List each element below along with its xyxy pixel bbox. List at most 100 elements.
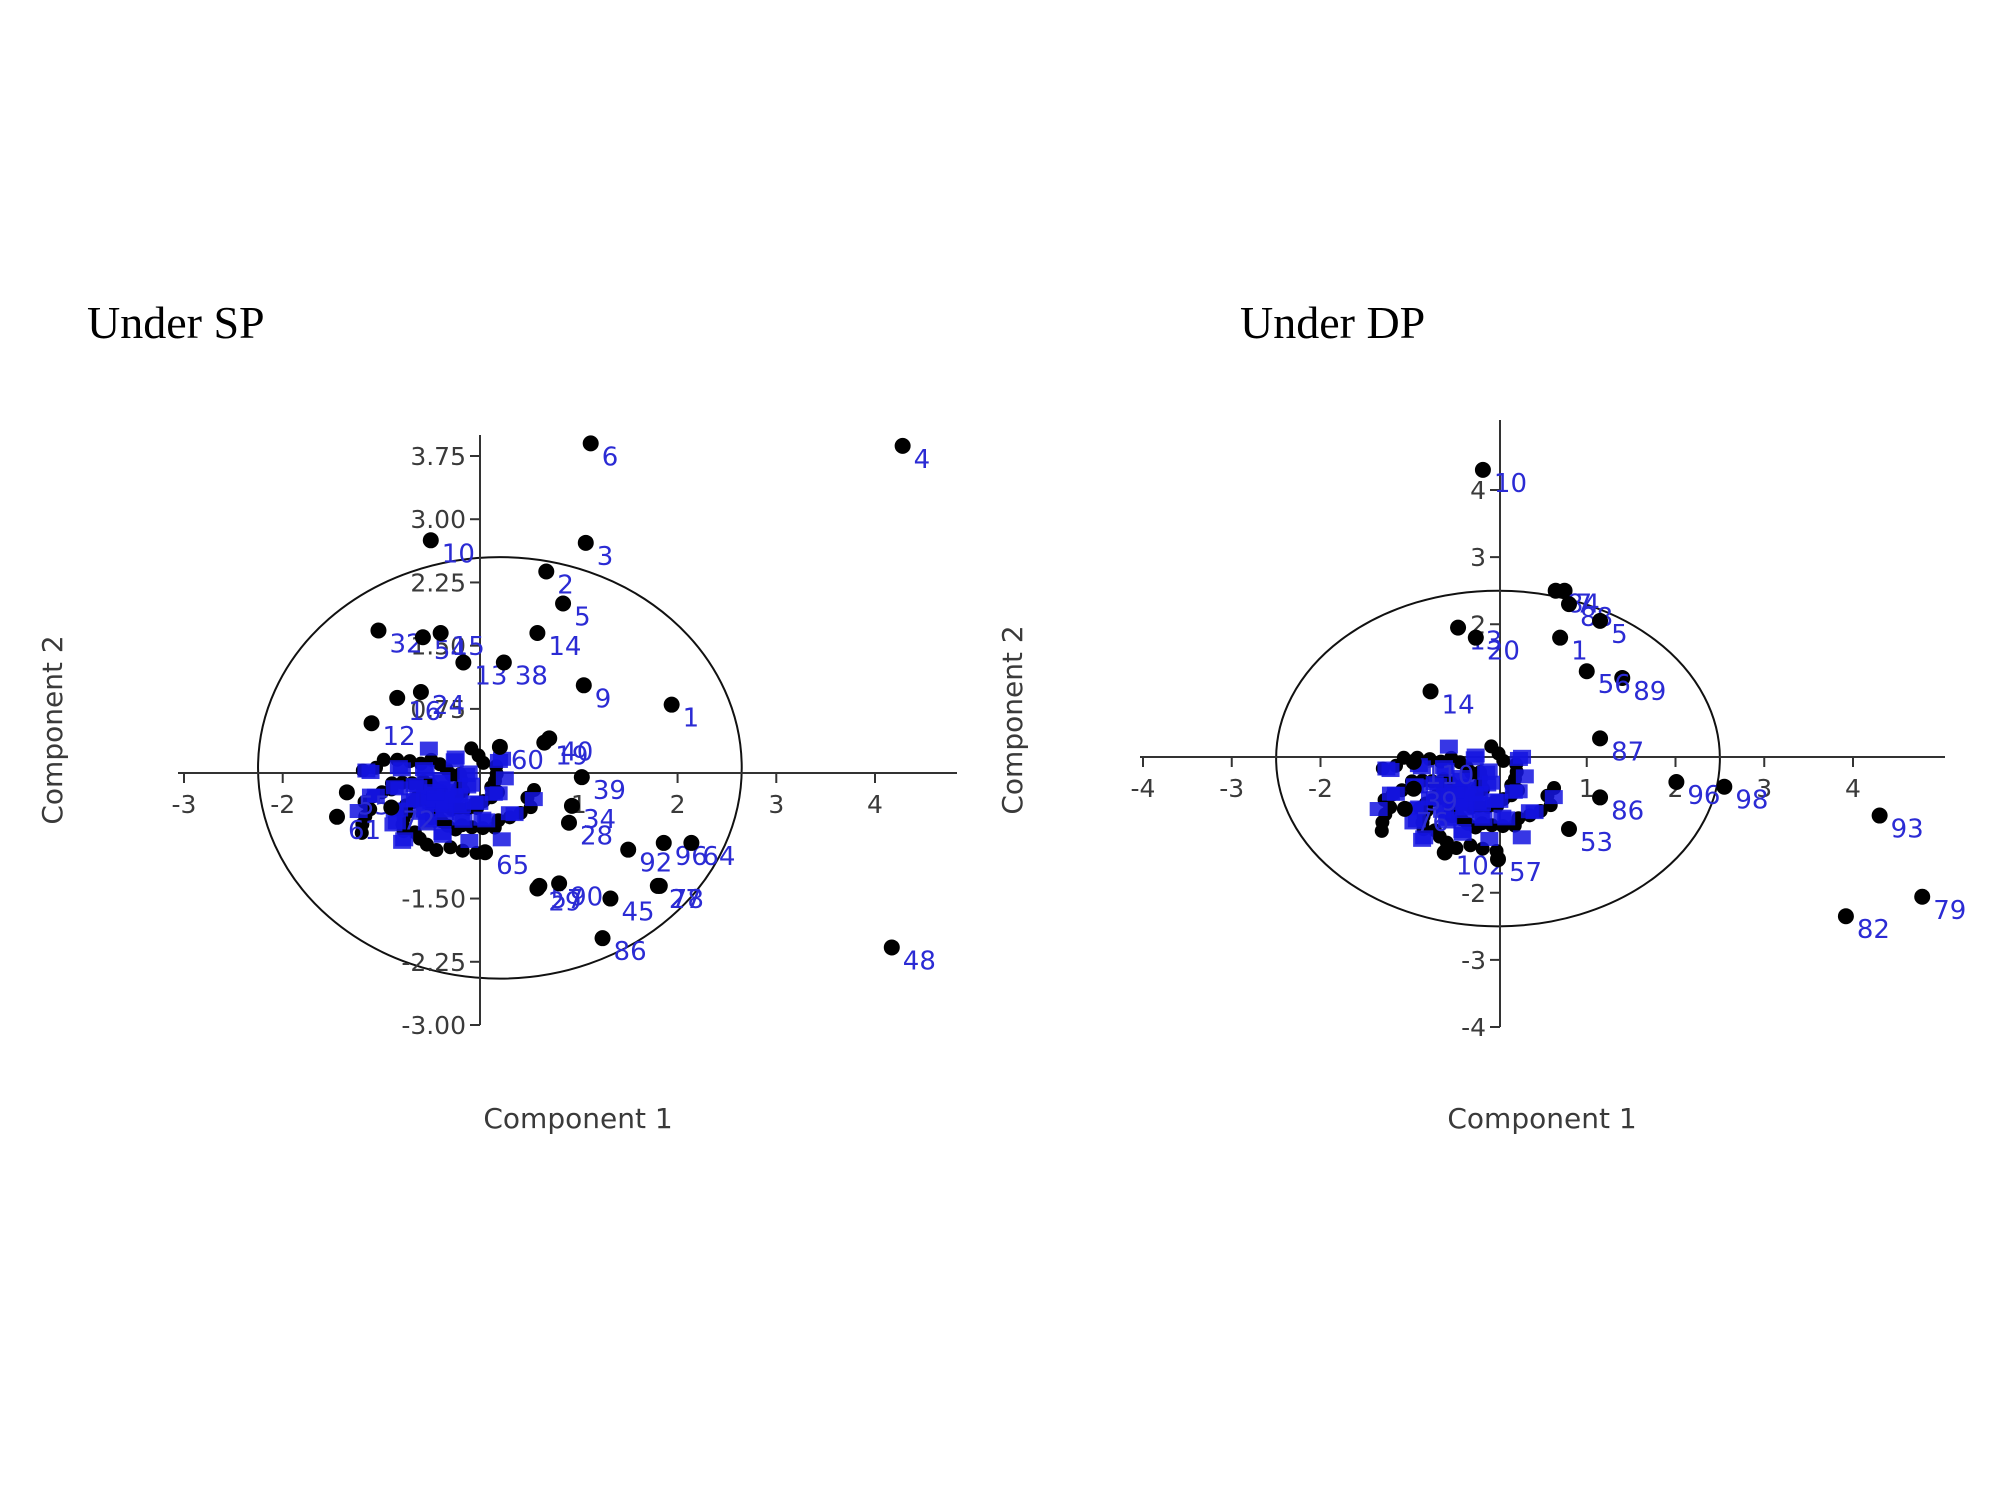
dp-cloud-label-blob: [1471, 809, 1490, 824]
dp-point-label: 89: [1633, 677, 1666, 707]
dp-x-tick-label: 3: [1756, 774, 1772, 803]
dp-x-tick-label: -4: [1131, 774, 1156, 803]
sp-point-label: 90: [570, 882, 603, 912]
dp-point: [1914, 888, 1931, 905]
sp-point: [529, 625, 546, 642]
sp-point-label: 5: [574, 603, 591, 633]
sp-y-tick-label: 3.75: [410, 442, 466, 471]
dp-cloud-label-blob: [1410, 800, 1429, 815]
dp-point: [1592, 612, 1609, 629]
sp-point: [620, 841, 637, 858]
dp-x-tick-label: -2: [1308, 774, 1333, 803]
sp-y-axis-label: Component 2: [36, 635, 69, 824]
dp-point: [1578, 663, 1595, 680]
sp-cloud-label-blob: [484, 786, 503, 801]
sp-point-label: 40: [560, 737, 593, 767]
dp-point: [1474, 461, 1491, 478]
dp-y-tick-label: -4: [1461, 1013, 1486, 1042]
sp-point: [529, 880, 546, 897]
dp-point-label: 93: [1891, 815, 1924, 845]
dp-point-label: 57: [1509, 858, 1542, 888]
sp-point: [582, 435, 599, 452]
sp-point: [560, 814, 577, 831]
dp-cloud-label-blob: [1439, 739, 1458, 754]
sp-point-label: 6: [602, 442, 619, 472]
dp-y-tick-label: -2: [1461, 879, 1486, 908]
dp-cloud-label-blob: [1381, 763, 1400, 778]
dp-point: [1592, 789, 1609, 806]
sp-cloud-label-blob: [445, 753, 464, 768]
sp-point-label: 24: [432, 691, 465, 721]
sp-point-label: 2: [557, 570, 574, 600]
sp-cloud-label-blob: [445, 789, 464, 804]
dp-x-tick-label: -3: [1219, 774, 1244, 803]
dp-cloud-label-blob: [1369, 802, 1388, 817]
sp-cloud-label-blob: [349, 804, 368, 819]
sp-point: [389, 689, 406, 706]
sp-x-tick-label: -2: [270, 790, 295, 819]
sp-point-label: 29: [548, 887, 581, 917]
sp-y-tick-label: -1.50: [401, 885, 466, 914]
sp-x-tick-label: 4: [867, 790, 883, 819]
dp-point-label: 1: [1571, 637, 1588, 667]
sp-point: [894, 437, 911, 454]
sp-x-tick-label: 3: [768, 790, 784, 819]
sp-point-label: 61: [348, 816, 381, 846]
sp-point: [363, 715, 380, 732]
sp-point: [655, 834, 672, 851]
sp-cloud-label-blob: [387, 815, 406, 830]
dp-point: [1716, 778, 1733, 795]
sp-point: [414, 629, 431, 646]
dp-point-label: 110: [1425, 761, 1475, 791]
dp-point-label: 10: [1494, 469, 1527, 499]
dp-point: [1405, 780, 1422, 797]
dp-cloud-label-blob: [1509, 751, 1528, 766]
chart-title-sp: Under SP: [87, 297, 265, 348]
dp-cloud-label-blob: [1477, 765, 1496, 780]
dp-cloud-label-blob: [1436, 762, 1455, 777]
dp-cloud-point: [1463, 838, 1478, 853]
dp-cloud-label-blob: [1544, 790, 1563, 805]
sp-cloud-label-blob: [473, 811, 492, 826]
dp-point-label: 79: [1933, 896, 1966, 926]
sp-point-label: 39: [593, 776, 626, 806]
dp-cloud-label-blob: [1520, 804, 1539, 819]
sp-cloud-label-blob: [460, 833, 479, 848]
sp-point-label: 12: [383, 722, 416, 752]
sp-point-label: 27: [669, 885, 702, 915]
sp-point-label: 14: [548, 632, 581, 662]
dp-x-axis-label: Component 1: [1447, 1102, 1636, 1135]
sp-point-label: 9: [595, 684, 612, 714]
dp-cloud-label-blob: [1465, 787, 1484, 802]
dp-point-label: 56: [1598, 670, 1631, 700]
sp-point-label: 45: [621, 898, 654, 928]
sp-x-tick-label: -3: [172, 790, 197, 819]
sp-point: [491, 738, 508, 755]
sp-cloud-label-blob: [465, 795, 484, 810]
dp-point-label: 39: [1425, 788, 1458, 818]
sp-point-label: 28: [580, 822, 613, 852]
sp-cloud-label-blob: [524, 792, 543, 807]
dp-point-label: 86: [1611, 796, 1644, 826]
sp-point: [575, 677, 592, 694]
sp-point: [370, 622, 387, 639]
sp-point: [477, 844, 494, 861]
dp-point: [1668, 773, 1685, 790]
dp-point-label: 76: [1416, 808, 1449, 838]
dp-cloud-label-blob: [1415, 830, 1434, 845]
dp-point: [1450, 619, 1467, 636]
sp-y-tick-label: 3.00: [410, 505, 466, 534]
sp-point: [883, 939, 900, 956]
sp-point-label: 60: [511, 746, 544, 776]
sp-point: [329, 808, 346, 825]
sp-point: [422, 532, 439, 549]
sp-point-label: 34: [583, 805, 616, 835]
sp-point-label: 4: [914, 445, 931, 475]
sp-cloud-label-blob: [451, 811, 470, 826]
dp-cloud-label-blob: [1407, 813, 1426, 828]
sp-cloud-label-blob: [426, 786, 445, 801]
sp-cloud-point: [443, 840, 458, 855]
sp-y-tick-label: -2.25: [401, 948, 466, 977]
sp-point-label: 10: [442, 539, 475, 569]
dp-point: [1436, 844, 1453, 861]
